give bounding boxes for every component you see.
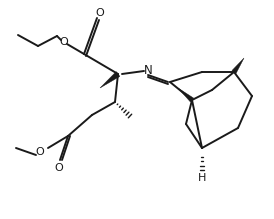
Text: O: O xyxy=(60,37,68,47)
Text: O: O xyxy=(96,8,104,18)
Polygon shape xyxy=(100,72,120,88)
Text: O: O xyxy=(36,147,44,157)
Text: O: O xyxy=(55,163,63,173)
Polygon shape xyxy=(178,88,194,102)
Text: N: N xyxy=(144,65,152,78)
Polygon shape xyxy=(232,58,244,73)
Text: H: H xyxy=(198,173,206,183)
